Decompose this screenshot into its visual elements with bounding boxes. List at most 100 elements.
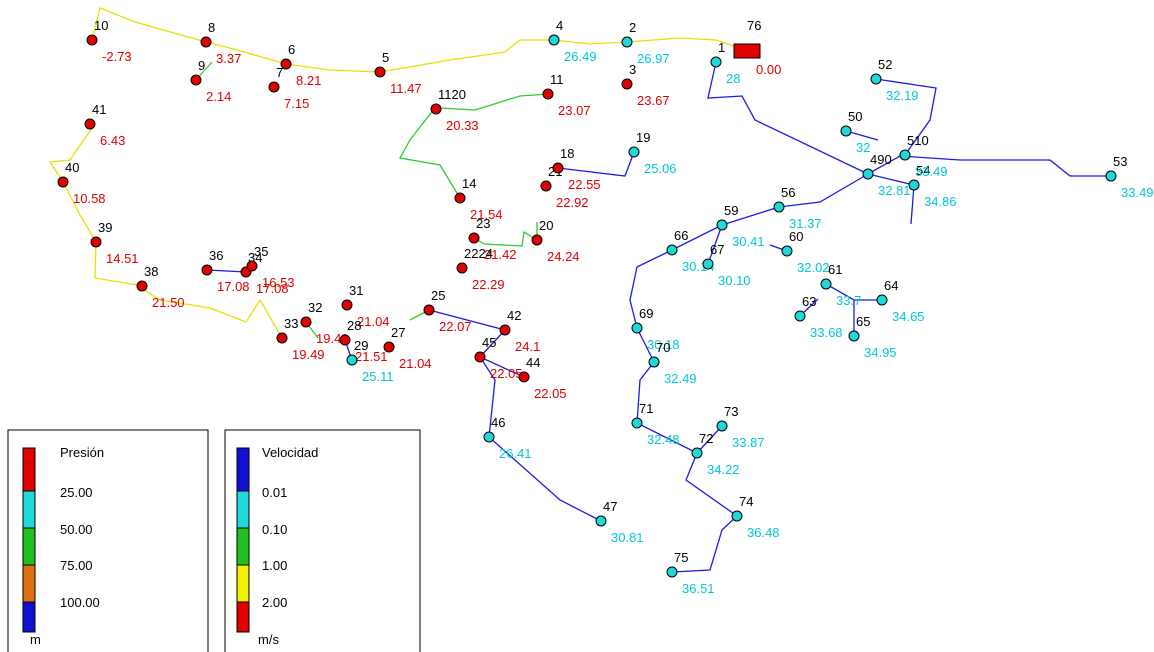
node-id: 1120 xyxy=(438,87,466,102)
junction xyxy=(632,323,642,333)
node-pressure: 22.29 xyxy=(472,277,505,292)
network-map: 10-2.7383.3792.1468.2177.15511.47426.492… xyxy=(0,0,1154,652)
junction xyxy=(384,342,394,352)
junction xyxy=(549,35,559,45)
reservoir-value: 0.00 xyxy=(756,62,781,77)
node-pressure: 33.49 xyxy=(915,164,948,179)
node-pressure: 22.05 xyxy=(490,366,523,381)
legend-box xyxy=(225,430,420,652)
legend-swatch xyxy=(23,528,35,565)
node-pressure: 16.53 xyxy=(262,275,295,290)
junction xyxy=(484,432,494,442)
legend-label: 2.00 xyxy=(262,595,287,610)
legend-swatch xyxy=(237,565,249,602)
junction xyxy=(849,331,859,341)
node-pressure: -2.73 xyxy=(102,49,132,64)
node-pressure: 32.81 xyxy=(878,183,911,198)
node-id: 56 xyxy=(781,185,795,200)
junction xyxy=(622,79,632,89)
node-id: 66 xyxy=(674,228,688,243)
node-pressure: 22.05 xyxy=(534,386,567,401)
junction xyxy=(692,448,702,458)
node-id: 510 xyxy=(907,133,929,148)
junction xyxy=(543,89,553,99)
node-id: 490 xyxy=(870,152,892,167)
junction xyxy=(457,263,467,273)
node-pressure: 21.04 xyxy=(357,314,390,329)
node-pressure: 33.87 xyxy=(732,435,765,450)
legend-label: 100.00 xyxy=(60,595,100,610)
node-pressure: 32.19 xyxy=(886,88,919,103)
junction xyxy=(774,202,784,212)
junction xyxy=(732,511,742,521)
node-id: 9 xyxy=(198,58,205,73)
reservoir xyxy=(734,44,760,58)
node-pressure: 23.67 xyxy=(637,93,670,108)
junction xyxy=(632,418,642,428)
junction xyxy=(269,82,279,92)
node-pressure: 32.48 xyxy=(647,432,680,447)
junction xyxy=(795,311,805,321)
node-id: 44 xyxy=(526,355,540,370)
legend-unit: m xyxy=(30,632,41,647)
junction xyxy=(782,246,792,256)
junction xyxy=(717,421,727,431)
node-pressure: 8.21 xyxy=(296,73,321,88)
node-id: 52 xyxy=(878,57,892,72)
junction xyxy=(191,75,201,85)
node-id: 64 xyxy=(884,278,898,293)
node-id: 2224 xyxy=(464,246,493,261)
node-pressure: 32 xyxy=(856,140,870,155)
node-id: 1 xyxy=(718,40,725,55)
node-id: 42 xyxy=(507,308,521,323)
legend-swatch xyxy=(237,528,249,565)
junction xyxy=(431,104,441,114)
node-id: 4 xyxy=(556,18,563,33)
junction xyxy=(532,235,542,245)
junction xyxy=(375,67,385,77)
node-id: 29 xyxy=(354,338,368,353)
junction xyxy=(629,147,639,157)
junction xyxy=(717,220,727,230)
node-id: 50 xyxy=(848,109,862,124)
junction xyxy=(841,126,851,136)
node-id: 27 xyxy=(391,325,405,340)
node-pressure: 2.14 xyxy=(206,89,231,104)
node-pressure: 26.49 xyxy=(564,49,597,64)
junction xyxy=(340,335,350,345)
junction xyxy=(342,300,352,310)
junction xyxy=(667,245,677,255)
node-id: 69 xyxy=(639,306,653,321)
node-id: 32 xyxy=(308,300,322,315)
junction xyxy=(541,181,551,191)
node-pressure: 34.86 xyxy=(924,194,957,209)
legend-title: Velocidad xyxy=(262,445,318,460)
junction xyxy=(475,352,485,362)
legend-swatch xyxy=(23,565,35,602)
node-id: 14 xyxy=(462,176,476,191)
node-pressure: 32.02 xyxy=(797,260,830,275)
node-pressure: 33.68 xyxy=(810,325,843,340)
legend-swatch xyxy=(23,491,35,528)
junction xyxy=(711,57,721,67)
node-id: 28 xyxy=(347,318,361,333)
legend-swatch xyxy=(237,491,249,528)
junction xyxy=(500,325,510,335)
node-id: 59 xyxy=(724,203,738,218)
node-pressure: 30.10 xyxy=(718,273,751,288)
node-pressure: 7.15 xyxy=(284,96,309,111)
junction xyxy=(649,357,659,367)
node-id: 6 xyxy=(288,42,295,57)
junction xyxy=(202,265,212,275)
node-id: 60 xyxy=(789,229,803,244)
node-pressure: 28 xyxy=(726,71,740,86)
junction xyxy=(703,259,713,269)
node-pressure: 34.22 xyxy=(707,462,740,477)
junction xyxy=(91,237,101,247)
node-id: 31 xyxy=(349,283,363,298)
node-pressure: 33.7 xyxy=(836,293,861,308)
node-pressure: 36.51 xyxy=(682,581,715,596)
node-pressure: 33.49 xyxy=(1121,185,1154,200)
node-id: 3 xyxy=(629,62,636,77)
legend-label: 0.10 xyxy=(262,522,287,537)
